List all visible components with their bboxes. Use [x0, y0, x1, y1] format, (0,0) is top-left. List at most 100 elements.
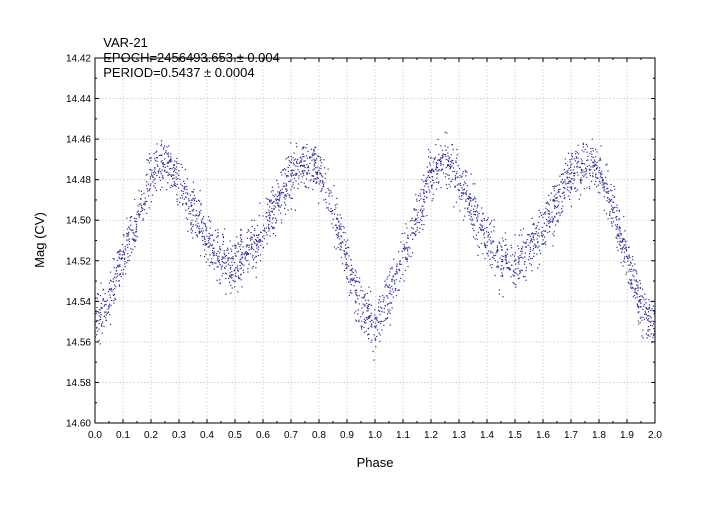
data-point — [200, 204, 202, 206]
data-point — [568, 176, 570, 179]
data-point — [482, 213, 484, 215]
data-point — [640, 306, 642, 308]
data-point — [275, 202, 277, 204]
data-point — [362, 311, 364, 313]
data-point — [605, 192, 608, 194]
data-point — [448, 178, 450, 180]
data-point — [230, 275, 232, 277]
data-point — [149, 168, 152, 171]
data-point — [501, 274, 504, 276]
data-point — [374, 317, 376, 319]
y-tick-label: 14.46 — [66, 135, 91, 146]
data-point — [635, 269, 637, 271]
data-point — [312, 149, 315, 151]
data-point — [167, 156, 170, 158]
data-point — [563, 197, 565, 200]
data-point — [341, 263, 344, 265]
data-point — [201, 227, 203, 229]
data-point — [247, 228, 249, 231]
data-point — [394, 273, 396, 275]
data-point — [492, 252, 494, 254]
data-point — [254, 229, 256, 232]
data-point — [255, 261, 257, 264]
data-point — [414, 234, 416, 237]
data-point — [223, 262, 225, 264]
data-point — [618, 234, 620, 237]
data-point — [366, 318, 368, 320]
data-point — [390, 302, 392, 304]
data-point — [598, 169, 600, 172]
data-point — [510, 255, 512, 257]
data-point — [434, 169, 437, 171]
data-point — [647, 318, 649, 320]
data-point — [401, 233, 403, 235]
data-point — [134, 239, 136, 241]
data-point — [494, 260, 497, 262]
data-point — [618, 226, 621, 229]
data-point — [415, 209, 418, 211]
data-point — [303, 164, 305, 166]
data-point — [459, 184, 462, 186]
data-point — [281, 191, 283, 194]
data-point — [587, 155, 589, 157]
data-point — [552, 220, 554, 222]
data-point — [107, 291, 110, 293]
data-point — [575, 150, 577, 152]
data-point — [335, 234, 337, 236]
data-point — [548, 222, 550, 225]
data-point — [227, 277, 230, 280]
data-point — [290, 175, 293, 177]
data-point — [143, 202, 145, 205]
data-point — [229, 240, 231, 242]
data-point — [368, 315, 370, 317]
data-point — [225, 273, 227, 275]
data-point — [364, 319, 367, 322]
data-point — [246, 252, 248, 255]
data-point — [368, 327, 370, 329]
data-point — [287, 209, 289, 211]
data-point — [98, 312, 100, 314]
data-point — [339, 226, 341, 229]
data-point — [613, 196, 615, 198]
data-point — [164, 145, 166, 147]
data-point — [574, 160, 576, 162]
data-point — [149, 169, 151, 171]
data-point — [224, 262, 226, 264]
data-point — [338, 220, 340, 222]
data-point — [170, 174, 172, 176]
data-point — [652, 305, 655, 307]
data-point — [628, 270, 630, 272]
data-point — [209, 227, 211, 229]
data-point — [173, 184, 175, 186]
data-point — [367, 334, 369, 336]
data-point — [273, 195, 276, 197]
data-point — [416, 200, 418, 202]
data-point — [122, 273, 124, 276]
data-point — [436, 165, 438, 167]
data-point — [443, 172, 445, 174]
data-point — [515, 268, 517, 270]
data-point — [576, 162, 578, 165]
data-point — [512, 270, 515, 273]
data-point — [238, 261, 241, 263]
data-point — [544, 213, 546, 215]
data-point — [429, 157, 431, 159]
data-point — [571, 158, 573, 160]
data-point — [478, 213, 480, 215]
data-point — [160, 143, 163, 145]
data-point — [582, 171, 584, 173]
data-point — [605, 213, 608, 215]
data-point — [198, 227, 200, 229]
data-point — [129, 216, 131, 219]
data-point — [240, 248, 242, 250]
data-point — [328, 203, 330, 205]
data-point — [109, 289, 112, 291]
data-point — [634, 263, 636, 265]
data-point — [474, 238, 476, 240]
data-point — [296, 162, 298, 165]
data-point — [645, 333, 647, 335]
data-point — [156, 157, 158, 159]
data-point — [200, 209, 202, 212]
data-point — [247, 252, 249, 254]
